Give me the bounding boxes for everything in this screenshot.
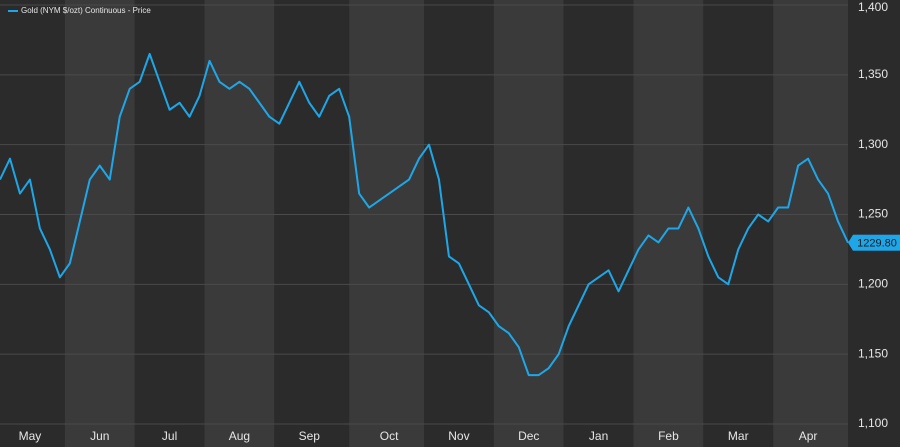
x-tick-label: Apr (799, 429, 818, 443)
y-tick-label: 1,400 (858, 0, 888, 14)
month-band (563, 0, 634, 447)
month-band (424, 0, 494, 447)
x-tick-label: May (19, 429, 42, 443)
y-tick-label: 1,200 (858, 277, 888, 291)
x-tick-label: Nov (448, 429, 469, 443)
x-tick-label: Feb (658, 429, 679, 443)
axis-panel (848, 0, 900, 447)
month-band (493, 0, 564, 447)
value-label: 1229.80 (857, 238, 897, 250)
legend-label: Gold (NYM $/ozt) Continuous - Price (21, 6, 151, 15)
month-band (274, 0, 350, 447)
y-tick-label: 1,250 (858, 207, 888, 221)
value-pointer (848, 234, 853, 251)
x-tick-label: Dec (518, 429, 539, 443)
month-band (349, 0, 424, 447)
y-tick-label: 1,100 (858, 416, 888, 430)
x-tick-label: Oct (380, 429, 399, 443)
month-band (0, 0, 65, 447)
x-tick-label: Sep (299, 429, 321, 443)
month-band (703, 0, 774, 447)
x-tick-label: Jan (589, 429, 608, 443)
x-tick-label: Mar (728, 429, 749, 443)
month-band (204, 0, 275, 447)
x-tick-label: Jun (90, 429, 109, 443)
y-tick-label: 1,150 (858, 346, 888, 360)
month-band (633, 0, 704, 447)
x-tick-label: Jul (162, 429, 177, 443)
y-tick-label: 1,350 (858, 67, 888, 81)
month-band (773, 0, 848, 447)
price-line (0, 52, 849, 377)
month-band (64, 0, 135, 447)
x-tick-label: Aug (229, 429, 250, 443)
value-box (853, 234, 900, 251)
y-tick-label: 1,300 (858, 137, 888, 151)
